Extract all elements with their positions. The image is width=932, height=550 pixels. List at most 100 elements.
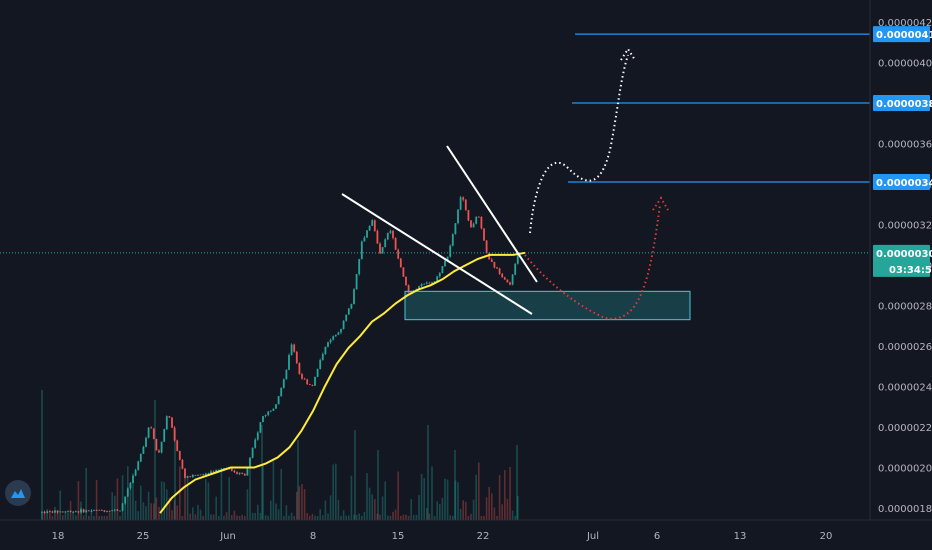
- candle-body: [103, 510, 106, 512]
- candle-body: [217, 469, 220, 471]
- candle-body: [379, 243, 381, 254]
- volume-bar: [475, 474, 477, 520]
- demand-zone[interactable]: [404, 290, 691, 321]
- volume-bar: [436, 501, 438, 520]
- candle-body: [516, 253, 519, 264]
- tradingview-logo-icon[interactable]: [5, 480, 31, 506]
- volume-bar: [324, 500, 327, 520]
- volume-bar: [439, 504, 441, 520]
- volume-bar: [205, 479, 207, 520]
- candle-body: [381, 247, 384, 254]
- volume-bar: [498, 475, 501, 520]
- volume-bar: [423, 478, 425, 520]
- volume-bar: [350, 475, 353, 520]
- volume-bar: [212, 514, 215, 520]
- time-tick-label: 13: [734, 531, 747, 542]
- volume-bar: [441, 497, 444, 520]
- candle-body: [420, 283, 423, 287]
- candle-body: [425, 282, 428, 284]
- moving-average-line: [159, 251, 526, 514]
- candle-body: [449, 245, 452, 257]
- candle-body: [41, 511, 43, 513]
- volume-bar: [251, 512, 254, 520]
- candle-body: [467, 210, 470, 221]
- candle-body: [407, 285, 410, 293]
- volume-bar: [59, 490, 61, 520]
- time-axis[interactable]: 18 25 Jun 8 15 22 Jul 6 13 20: [52, 531, 833, 542]
- volume-bar: [345, 515, 347, 520]
- volume-bar: [316, 515, 319, 520]
- volume-bar: [410, 498, 412, 520]
- candle-body: [259, 422, 262, 433]
- volume-bar: [137, 511, 139, 520]
- candlesticks: [41, 195, 519, 514]
- volume-bar: [470, 513, 472, 520]
- trendline[interactable]: [341, 193, 533, 315]
- volume-bar: [428, 513, 431, 520]
- volume-bar: [283, 515, 285, 520]
- price-tick-label: 0.00000180: [878, 504, 932, 515]
- volume-bar: [158, 506, 160, 520]
- time-tick-label: 8: [310, 531, 316, 542]
- volume-bar: [132, 484, 134, 520]
- candle-body: [152, 428, 155, 440]
- volume-bar: [340, 515, 342, 520]
- candle-body: [202, 474, 205, 476]
- volume-bar: [418, 495, 420, 520]
- candle-body: [233, 470, 236, 473]
- candle-body: [129, 482, 132, 489]
- volume-bar: [267, 515, 269, 520]
- candle-body: [249, 457, 251, 468]
- candle-body: [480, 216, 483, 229]
- candle-body: [171, 417, 173, 428]
- volume-bar: [337, 499, 340, 520]
- volume-bar: [254, 512, 256, 520]
- candle-body: [56, 510, 59, 513]
- trendline[interactable]: [446, 145, 538, 283]
- volume-bar: [46, 509, 48, 520]
- volume-bar: [446, 479, 449, 520]
- volume-bar: [376, 513, 379, 520]
- candle-body: [124, 496, 127, 504]
- candle-body: [485, 240, 488, 254]
- candle-body: [311, 384, 314, 386]
- volume-bar: [329, 495, 332, 520]
- candle-body: [54, 510, 56, 513]
- candle-body: [243, 473, 246, 476]
- bearish-projection-path[interactable]: [524, 204, 661, 320]
- candle-body: [178, 450, 181, 460]
- volume-bar: [264, 515, 267, 520]
- volume-bar: [223, 515, 225, 520]
- volume-bar: [207, 482, 210, 520]
- volume-bar: [467, 515, 470, 520]
- candle-body: [321, 353, 324, 360]
- candle-body: [366, 230, 368, 238]
- volume-bar: [249, 466, 251, 520]
- candle-body: [215, 469, 218, 473]
- volume-bar: [426, 508, 428, 520]
- volume-bar: [51, 515, 54, 520]
- candle-body: [108, 510, 111, 512]
- candle-body: [490, 259, 493, 262]
- candle-body: [145, 437, 147, 447]
- volume-bar: [384, 481, 386, 520]
- candle-body: [371, 220, 374, 226]
- current-price-tag: [873, 244, 930, 277]
- candle-body: [446, 256, 449, 261]
- price-level-tag-label: 0.00000341: [876, 178, 932, 189]
- volume-bar: [199, 509, 202, 520]
- candle-body: [363, 237, 366, 242]
- time-tick-label: 20: [820, 531, 833, 542]
- volume-bar: [147, 491, 150, 520]
- bullish-projection-path[interactable]: [529, 54, 629, 234]
- candle-body: [150, 427, 153, 429]
- volume-bar: [275, 503, 277, 520]
- volume-bar: [142, 502, 145, 520]
- volume-bar: [389, 515, 392, 520]
- volume-bar: [452, 515, 454, 520]
- candle-body: [220, 468, 223, 470]
